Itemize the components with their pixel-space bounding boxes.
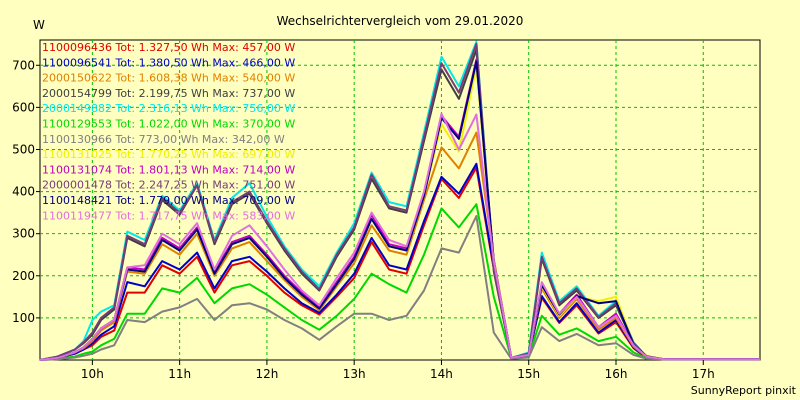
- legend-entry: 1100131025 Tot: 1.770,25 Wh Max: 697,00 …: [42, 148, 295, 161]
- legend: 1100096436 Tot: 1.327,50 Wh Max: 457,00 …: [42, 41, 295, 222]
- y-tick-label: 100: [12, 311, 35, 325]
- x-tick-label: 15h: [517, 367, 540, 381]
- x-tick-label: 16h: [605, 367, 628, 381]
- y-tick-label: 600: [12, 100, 35, 114]
- series-lines: [39, 40, 760, 361]
- y-tick-label: 700: [12, 58, 35, 72]
- legend-entry: 1100129553 Tot: 1.022,00 Wh Max: 370,00 …: [42, 118, 295, 131]
- series-line: [39, 215, 760, 361]
- chart-title: Wechselrichtervergleich vom 29.01.2020: [277, 14, 524, 28]
- x-tick-label: 17h: [692, 367, 715, 381]
- axis-ticks: 10h 11h 12h 13h 14h 15h 16h 17h 100 200 300 400 500 6…: [12, 58, 715, 381]
- y-tick-label: 200: [12, 269, 35, 283]
- y-tick-label: 500: [12, 142, 35, 156]
- series-line: [39, 112, 760, 361]
- x-tick-label: 14h: [430, 367, 453, 381]
- grid: [40, 40, 760, 360]
- legend-entry: 1100119477 Tot: 1.717,75 Wh Max: 583,00 …: [42, 209, 295, 222]
- y-tick-label: 300: [12, 227, 35, 241]
- x-tick-label: 11h: [168, 367, 191, 381]
- legend-entry: 2000149882 Tot: 2.316,13 Wh Max: 756,00 …: [42, 102, 295, 115]
- legend-entry: 1100148421 Tot: 1.779,00 Wh Max: 709,00 …: [42, 194, 295, 207]
- legend-entry: 2000150622 Tot: 1.608,38 Wh Max: 540,00 …: [42, 72, 295, 85]
- legend-entry: 1100130966 Tot: 773,00 Wh Max: 342,00 W: [42, 133, 285, 146]
- legend-entry: 2000001478 Tot: 2.247,25 Wh Max: 751,00 …: [42, 179, 295, 192]
- legend-entry: 2000154799 Tot: 2.199,75 Wh Max: 737,00 …: [42, 87, 295, 100]
- x-tick-label: 10h: [81, 367, 104, 381]
- y-axis-label: W: [33, 18, 45, 32]
- y-tick-label: 400: [12, 185, 35, 199]
- series-line: [39, 203, 760, 361]
- legend-entry: 1100131074 Tot: 1.801,13 Wh Max: 714,00 …: [42, 163, 295, 176]
- credit-text: SunnyReport pinxit: [691, 384, 797, 397]
- legend-entry: 1100096541 Tot: 1.380,50 Wh Max: 466,00 …: [42, 56, 295, 69]
- legend-entry: 1100096436 Tot: 1.327,50 Wh Max: 457,00 …: [42, 41, 295, 54]
- x-tick-label: 13h: [343, 367, 366, 381]
- x-tick-label: 12h: [255, 367, 278, 381]
